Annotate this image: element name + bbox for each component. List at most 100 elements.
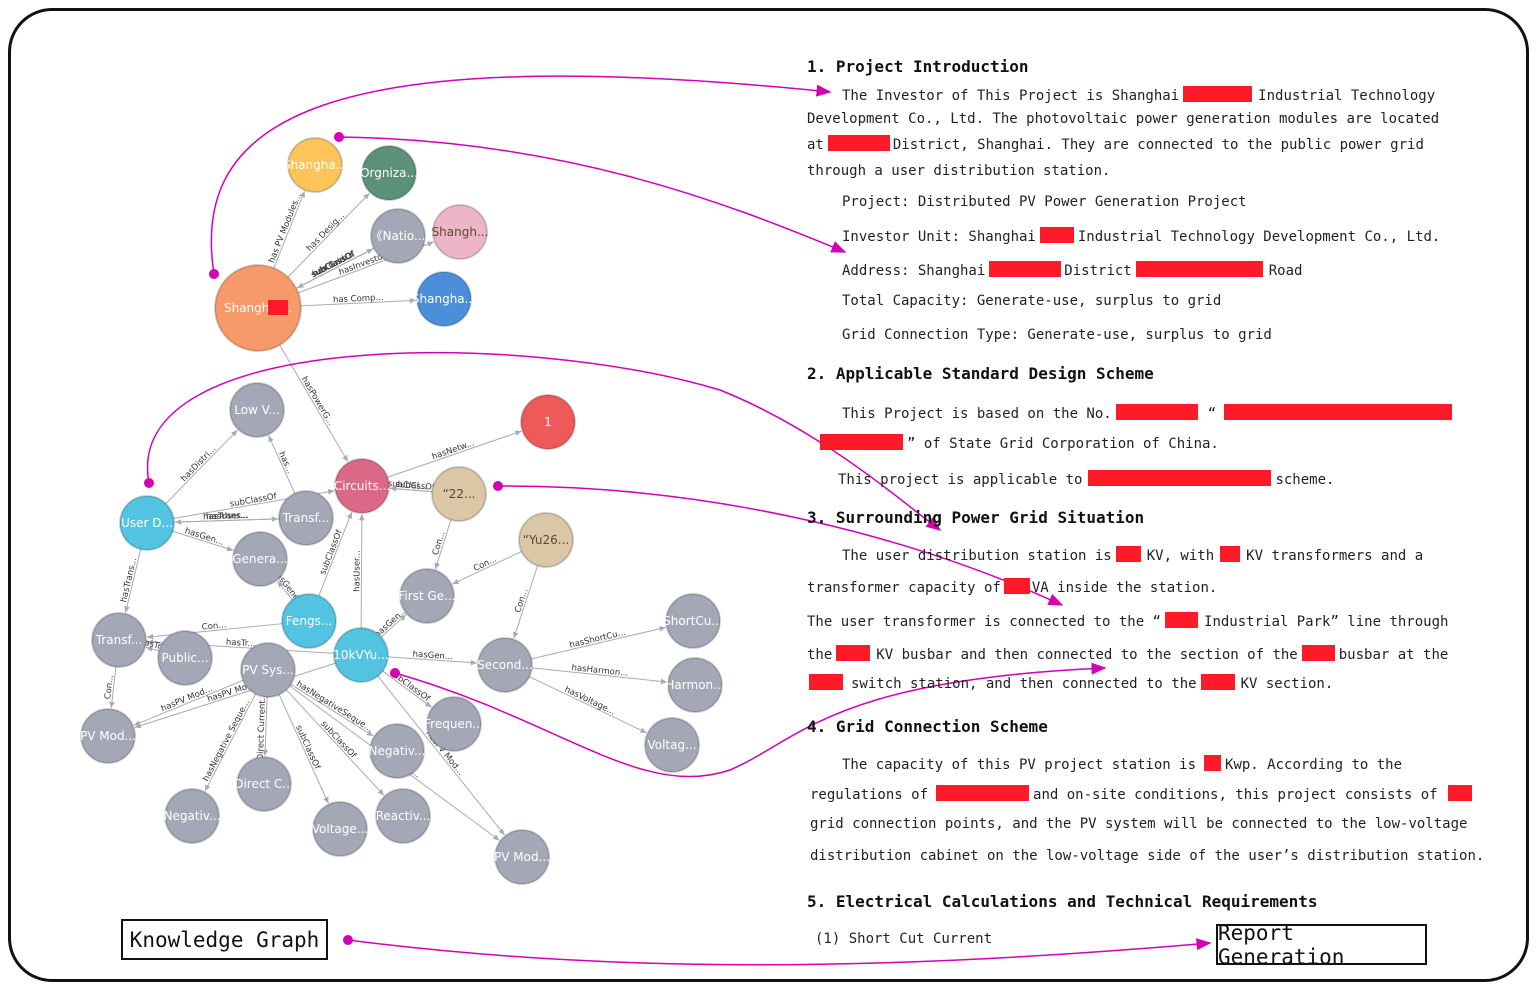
- graph-node-circle[interactable]: [520, 394, 576, 450]
- graph-node-shanghai_p[interactable]: Shangh...: [432, 204, 489, 260]
- graph-node-circle[interactable]: [91, 612, 147, 668]
- graph-node-label: Second...: [477, 658, 533, 672]
- graph-node-label: PV Mod...: [80, 729, 136, 743]
- graph-node-circle[interactable]: [287, 137, 343, 193]
- s1-line-4: through a user distribution station.: [807, 163, 1111, 179]
- graph-node-circle[interactable]: [119, 495, 175, 551]
- graph-node-voltag1[interactable]: Voltag...: [644, 717, 700, 773]
- graph-node-circle[interactable]: [312, 801, 368, 857]
- graph-node-pvmod2[interactable]: PV Mod...: [494, 829, 550, 885]
- graph-node-circle[interactable]: [369, 723, 425, 779]
- graph-node-natio[interactable]: 《Natio...: [370, 208, 426, 264]
- graph-node-circle[interactable]: [232, 531, 288, 587]
- graph-node-circle[interactable]: [432, 204, 488, 260]
- graph-node-second[interactable]: Second...: [477, 637, 533, 693]
- s1-gridtype: Grid Connection Type: Generate-use, surp…: [842, 327, 1272, 343]
- graph-node-circle[interactable]: [477, 637, 533, 693]
- graph-node-circle[interactable]: [236, 756, 292, 812]
- graph-node-voltage2[interactable]: Voltage...: [312, 801, 368, 857]
- graph-node-circle[interactable]: [214, 264, 302, 352]
- graph-edge: [513, 565, 539, 639]
- graph-node-circle[interactable]: [281, 593, 337, 649]
- graph-node-circle[interactable]: [157, 630, 213, 686]
- graph-edge: [285, 689, 385, 796]
- graph-node-firstge[interactable]: First Ge...: [398, 568, 456, 624]
- graph-node-orgniza[interactable]: Orgniza...: [360, 145, 418, 201]
- graph-node-directc[interactable]: Direct C...: [234, 756, 294, 812]
- graph-node-pvsys[interactable]: PV Sys...: [240, 642, 296, 698]
- graph-node-circle[interactable]: [667, 657, 723, 713]
- graph-node-negativ1[interactable]: Negativ...: [164, 788, 221, 844]
- graph-edge-label: Con...: [431, 530, 448, 557]
- graph-node-circle[interactable]: [399, 568, 455, 624]
- s2-line-2: ” of State Grid Corporation of China.: [820, 434, 1219, 452]
- graph-node-label: Shangha...: [412, 292, 476, 306]
- graph-node-public[interactable]: Public...: [157, 630, 213, 686]
- graph-edge-label: hasTrans...: [203, 511, 249, 522]
- graph-node-frequen[interactable]: Frequen...: [424, 696, 484, 752]
- mapping-arrow-address: [338, 136, 847, 253]
- graph-node-circle[interactable]: [431, 466, 487, 522]
- graph-node-lowv[interactable]: Low V...: [229, 382, 285, 438]
- graph-node-shanghai_main[interactable]: Shangha ...: [214, 264, 302, 352]
- graph-node-circle[interactable]: [494, 829, 550, 885]
- graph-node-yu26[interactable]: “Yu26...: [518, 512, 574, 568]
- graph-edge: [387, 656, 478, 666]
- graph-edge-label: subClassOf: [229, 492, 278, 510]
- graph-node-harmon[interactable]: Harmon...: [665, 657, 725, 713]
- graph-node-genera[interactable]: Genera...: [232, 531, 288, 587]
- redaction-block: [1183, 86, 1253, 102]
- mapping-arrows: [144, 75, 1212, 966]
- graph-node-circle[interactable]: [229, 382, 285, 438]
- redaction-block: [1224, 404, 1453, 420]
- s3-line-4: the KV busbar and then connected to the s…: [807, 645, 1448, 663]
- graph-node-circle[interactable]: [334, 458, 390, 514]
- graph-node-circle[interactable]: [80, 708, 136, 764]
- graph-node-circuits[interactable]: Circuits...: [334, 458, 390, 514]
- report-generation-label: Report Generation: [1216, 921, 1427, 969]
- s2-text: “: [1207, 406, 1217, 422]
- graph-node-circle[interactable]: [644, 717, 700, 773]
- s2-line-3: This project is applicable to scheme.: [838, 470, 1334, 488]
- graph-node-circle[interactable]: [370, 208, 426, 264]
- graph-edge-label: hasTrans...: [119, 557, 139, 604]
- section-3-title: 3. Surrounding Power Grid Situation: [807, 508, 1145, 527]
- graph-node-circle[interactable]: [278, 490, 334, 546]
- graph-node-circle[interactable]: [164, 788, 220, 844]
- graph-node-shanghai_b[interactable]: Shangha...: [412, 271, 476, 327]
- graph-node-shanghai_y[interactable]: Shangha...: [283, 137, 347, 193]
- graph-node-circle[interactable]: [361, 145, 417, 201]
- graph-node-circle[interactable]: [240, 642, 296, 698]
- graph-node-label: Orgniza...: [360, 166, 418, 180]
- s3-text: KV, with: [1146, 548, 1215, 564]
- arrow-start-dot: [209, 269, 219, 279]
- graph-node-n1[interactable]: 1: [520, 394, 576, 450]
- graph-node-transf2[interactable]: Transf...: [91, 612, 147, 668]
- graph-node-transf1[interactable]: Transf...: [278, 490, 334, 546]
- graph-node-kv10[interactable]: 10kVYu...: [333, 627, 389, 683]
- graph-node-circle[interactable]: [333, 627, 389, 683]
- graph-edge-label: hasPowerG...: [299, 375, 336, 428]
- graph-node-negativ2[interactable]: Negativ...: [369, 723, 426, 779]
- graph-node-fengs[interactable]: Fengs...: [281, 593, 337, 649]
- graph-node-label: 10kVYu...: [333, 648, 388, 662]
- graph-node-circle[interactable]: [665, 593, 721, 649]
- s4-text: regulations of: [810, 787, 929, 803]
- section-1-title: 1. Project Introduction: [807, 57, 1029, 76]
- s4-line-2: regulations of and on-site conditions, th…: [810, 785, 1472, 803]
- graph-edge: [133, 679, 244, 726]
- graph-node-circle[interactable]: [375, 788, 431, 844]
- graph-node-shortcu[interactable]: ShortCu...: [663, 593, 723, 649]
- graph-node-n22[interactable]: “22...: [431, 466, 487, 522]
- graph-node-pvmod1[interactable]: PV Mod...: [80, 708, 136, 764]
- graph-node-userd[interactable]: User D...: [119, 495, 175, 551]
- graph-node-circle[interactable]: [518, 512, 574, 568]
- graph-node-label: Voltag...: [647, 738, 696, 752]
- graph-edge-label: Con...: [103, 674, 116, 700]
- s3-text: KV transformers and a: [1246, 548, 1424, 564]
- graph-node-circle[interactable]: [416, 271, 472, 327]
- arrow-start-dot: [144, 478, 154, 488]
- graph-node-circle[interactable]: [426, 696, 482, 752]
- graph-node-reactiv[interactable]: Reactiv...: [375, 788, 431, 844]
- s3-text: KV busbar and then connected to the sect…: [876, 647, 1298, 663]
